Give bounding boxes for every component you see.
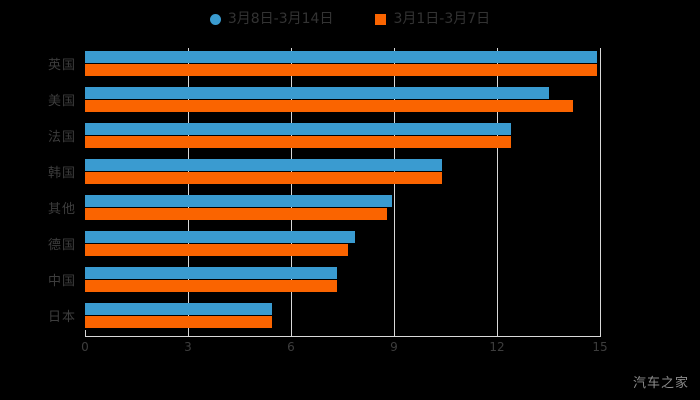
gridline	[188, 48, 189, 336]
y-axis-label: 日本	[47, 310, 76, 325]
y-axis-label: 中国	[47, 274, 76, 289]
bar-series-a[interactable]	[85, 267, 338, 279]
x-tick-mark	[497, 330, 498, 336]
x-tick-label: 12	[489, 340, 505, 354]
legend-label-series-b: 3月1日-3月7日	[393, 11, 491, 27]
bar-series-a[interactable]	[85, 87, 549, 99]
bar-series-b[interactable]	[85, 244, 348, 256]
bar-series-b[interactable]	[85, 208, 388, 220]
x-tick-label: 9	[390, 340, 398, 354]
bar-group	[85, 300, 600, 336]
x-axis-line	[85, 336, 601, 337]
x-tick-mark	[600, 330, 601, 336]
y-axis-label: 英国	[47, 58, 76, 73]
legend-item-series-b[interactable]: 3月1日-3月7日	[375, 12, 490, 26]
bar-series-b[interactable]	[85, 316, 273, 328]
x-tick-mark	[394, 330, 395, 336]
bar-group	[85, 264, 600, 300]
bar-group	[85, 48, 600, 84]
bar-series-a[interactable]	[85, 123, 511, 135]
bar-group	[85, 192, 600, 228]
bar-series-a[interactable]	[85, 159, 443, 171]
x-tick-label: 0	[81, 340, 89, 354]
bar-group	[85, 84, 600, 120]
y-axis-label: 法国	[47, 130, 76, 145]
gridline	[497, 48, 498, 336]
y-axis-label: 德国	[47, 238, 76, 253]
y-axis-label: 美国	[47, 94, 76, 109]
x-tick-mark	[188, 330, 189, 336]
x-tick-label: 15	[592, 340, 608, 354]
bar-series-b[interactable]	[85, 136, 511, 148]
chart-legend: 3月8日-3月14日 3月1日-3月7日	[0, 6, 700, 32]
bar-group	[85, 156, 600, 192]
plot-area	[85, 48, 601, 336]
bar-group	[85, 120, 600, 156]
bar-group	[85, 228, 600, 264]
bar-series-a[interactable]	[85, 303, 273, 315]
legend-square-icon	[375, 13, 387, 25]
bar-series-b[interactable]	[85, 172, 443, 184]
legend-label-series-a: 3月8日-3月14日	[227, 11, 334, 27]
bar-series-b[interactable]	[85, 280, 338, 292]
x-tick-mark	[85, 330, 86, 336]
x-tick-label: 3	[184, 340, 192, 354]
legend-circle-icon	[209, 13, 221, 25]
bar-series-a[interactable]	[85, 195, 393, 207]
gridline	[291, 48, 292, 336]
y-axis-label: 韩国	[47, 166, 76, 181]
watermark: 汽车之家	[632, 376, 689, 391]
plot-right-edge	[600, 48, 601, 336]
y-axis-label: 其他	[47, 202, 76, 217]
bar-series-b[interactable]	[85, 64, 597, 76]
legend-item-series-a[interactable]: 3月8日-3月14日	[209, 11, 334, 27]
gridline	[394, 48, 395, 336]
x-tick-label: 6	[287, 340, 295, 354]
bar-series-b[interactable]	[85, 100, 573, 112]
bar-series-a[interactable]	[85, 51, 597, 63]
x-tick-mark	[291, 330, 292, 336]
bar-series-a[interactable]	[85, 231, 355, 243]
